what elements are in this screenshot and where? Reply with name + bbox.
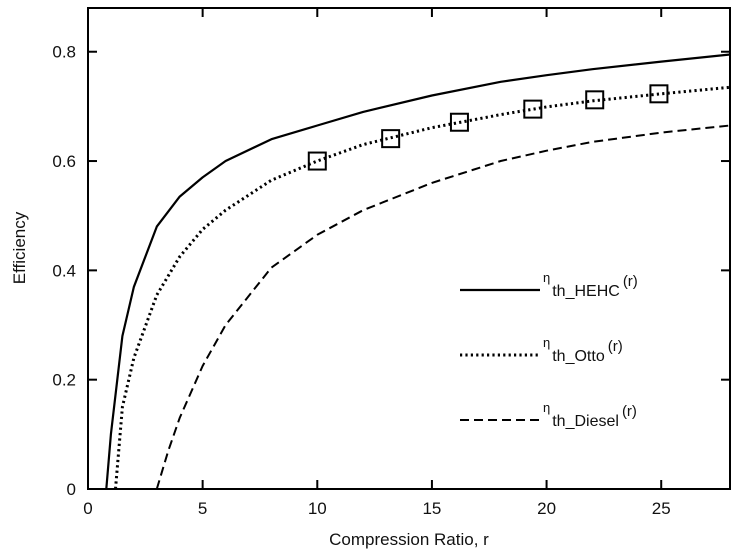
- legend-symbol: η: [543, 270, 550, 285]
- x-tick-label: 5: [198, 499, 207, 518]
- y-axis-label: Efficiency: [10, 211, 29, 284]
- square-marker: [307, 151, 327, 171]
- x-axis-label: Compression Ratio, r: [329, 530, 489, 549]
- legend-symbol: η: [543, 335, 550, 350]
- y-tick-label: 0: [67, 480, 76, 499]
- square-marker: [381, 129, 401, 149]
- y-tick-label: 0.8: [52, 43, 76, 62]
- square-marker: [449, 112, 469, 132]
- legend-label: ηth_HEHC(r): [543, 270, 638, 300]
- y-axis-ticks: 0 0.2 0.4 0.6 0.8: [52, 43, 730, 499]
- legend-arg: (r): [623, 273, 638, 290]
- series-line-solid: [105, 53, 730, 489]
- legend-arg: (r): [608, 338, 623, 355]
- legend: ηth_HEHC(r)ηth_Otto(r)ηth_Diesel(r): [460, 270, 638, 430]
- x-tick-label: 20: [537, 499, 556, 518]
- series-line-dashed: [155, 124, 730, 489]
- x-axis-ticks: 0 5 10 15 20 25: [83, 8, 671, 518]
- square-marker: [523, 99, 543, 119]
- legend-subscript: th_Otto: [552, 348, 605, 365]
- legend-label: ηth_Otto(r): [543, 335, 623, 365]
- y-tick-label: 0.4: [52, 261, 76, 280]
- x-tick-label: 15: [422, 499, 441, 518]
- series-line-dotted: [114, 85, 730, 489]
- plot-frame: [87, 7, 731, 490]
- y-tick-label: 0.6: [52, 152, 76, 171]
- y-tick-label: 0.2: [52, 371, 76, 390]
- square-marker: [649, 84, 669, 104]
- legend-label: ηth_Diesel(r): [543, 400, 637, 430]
- legend-subscript: th_HEHC: [552, 283, 620, 300]
- series-layer: [105, 53, 730, 489]
- legend-arg: (r): [622, 403, 637, 420]
- x-tick-label: 25: [652, 499, 671, 518]
- x-tick-label: 10: [308, 499, 327, 518]
- x-tick-label: 0: [83, 499, 92, 518]
- markers-layer: [307, 84, 669, 171]
- legend-symbol: η: [543, 400, 550, 415]
- legend-subscript: th_Diesel: [552, 413, 619, 430]
- square-marker: [585, 90, 605, 110]
